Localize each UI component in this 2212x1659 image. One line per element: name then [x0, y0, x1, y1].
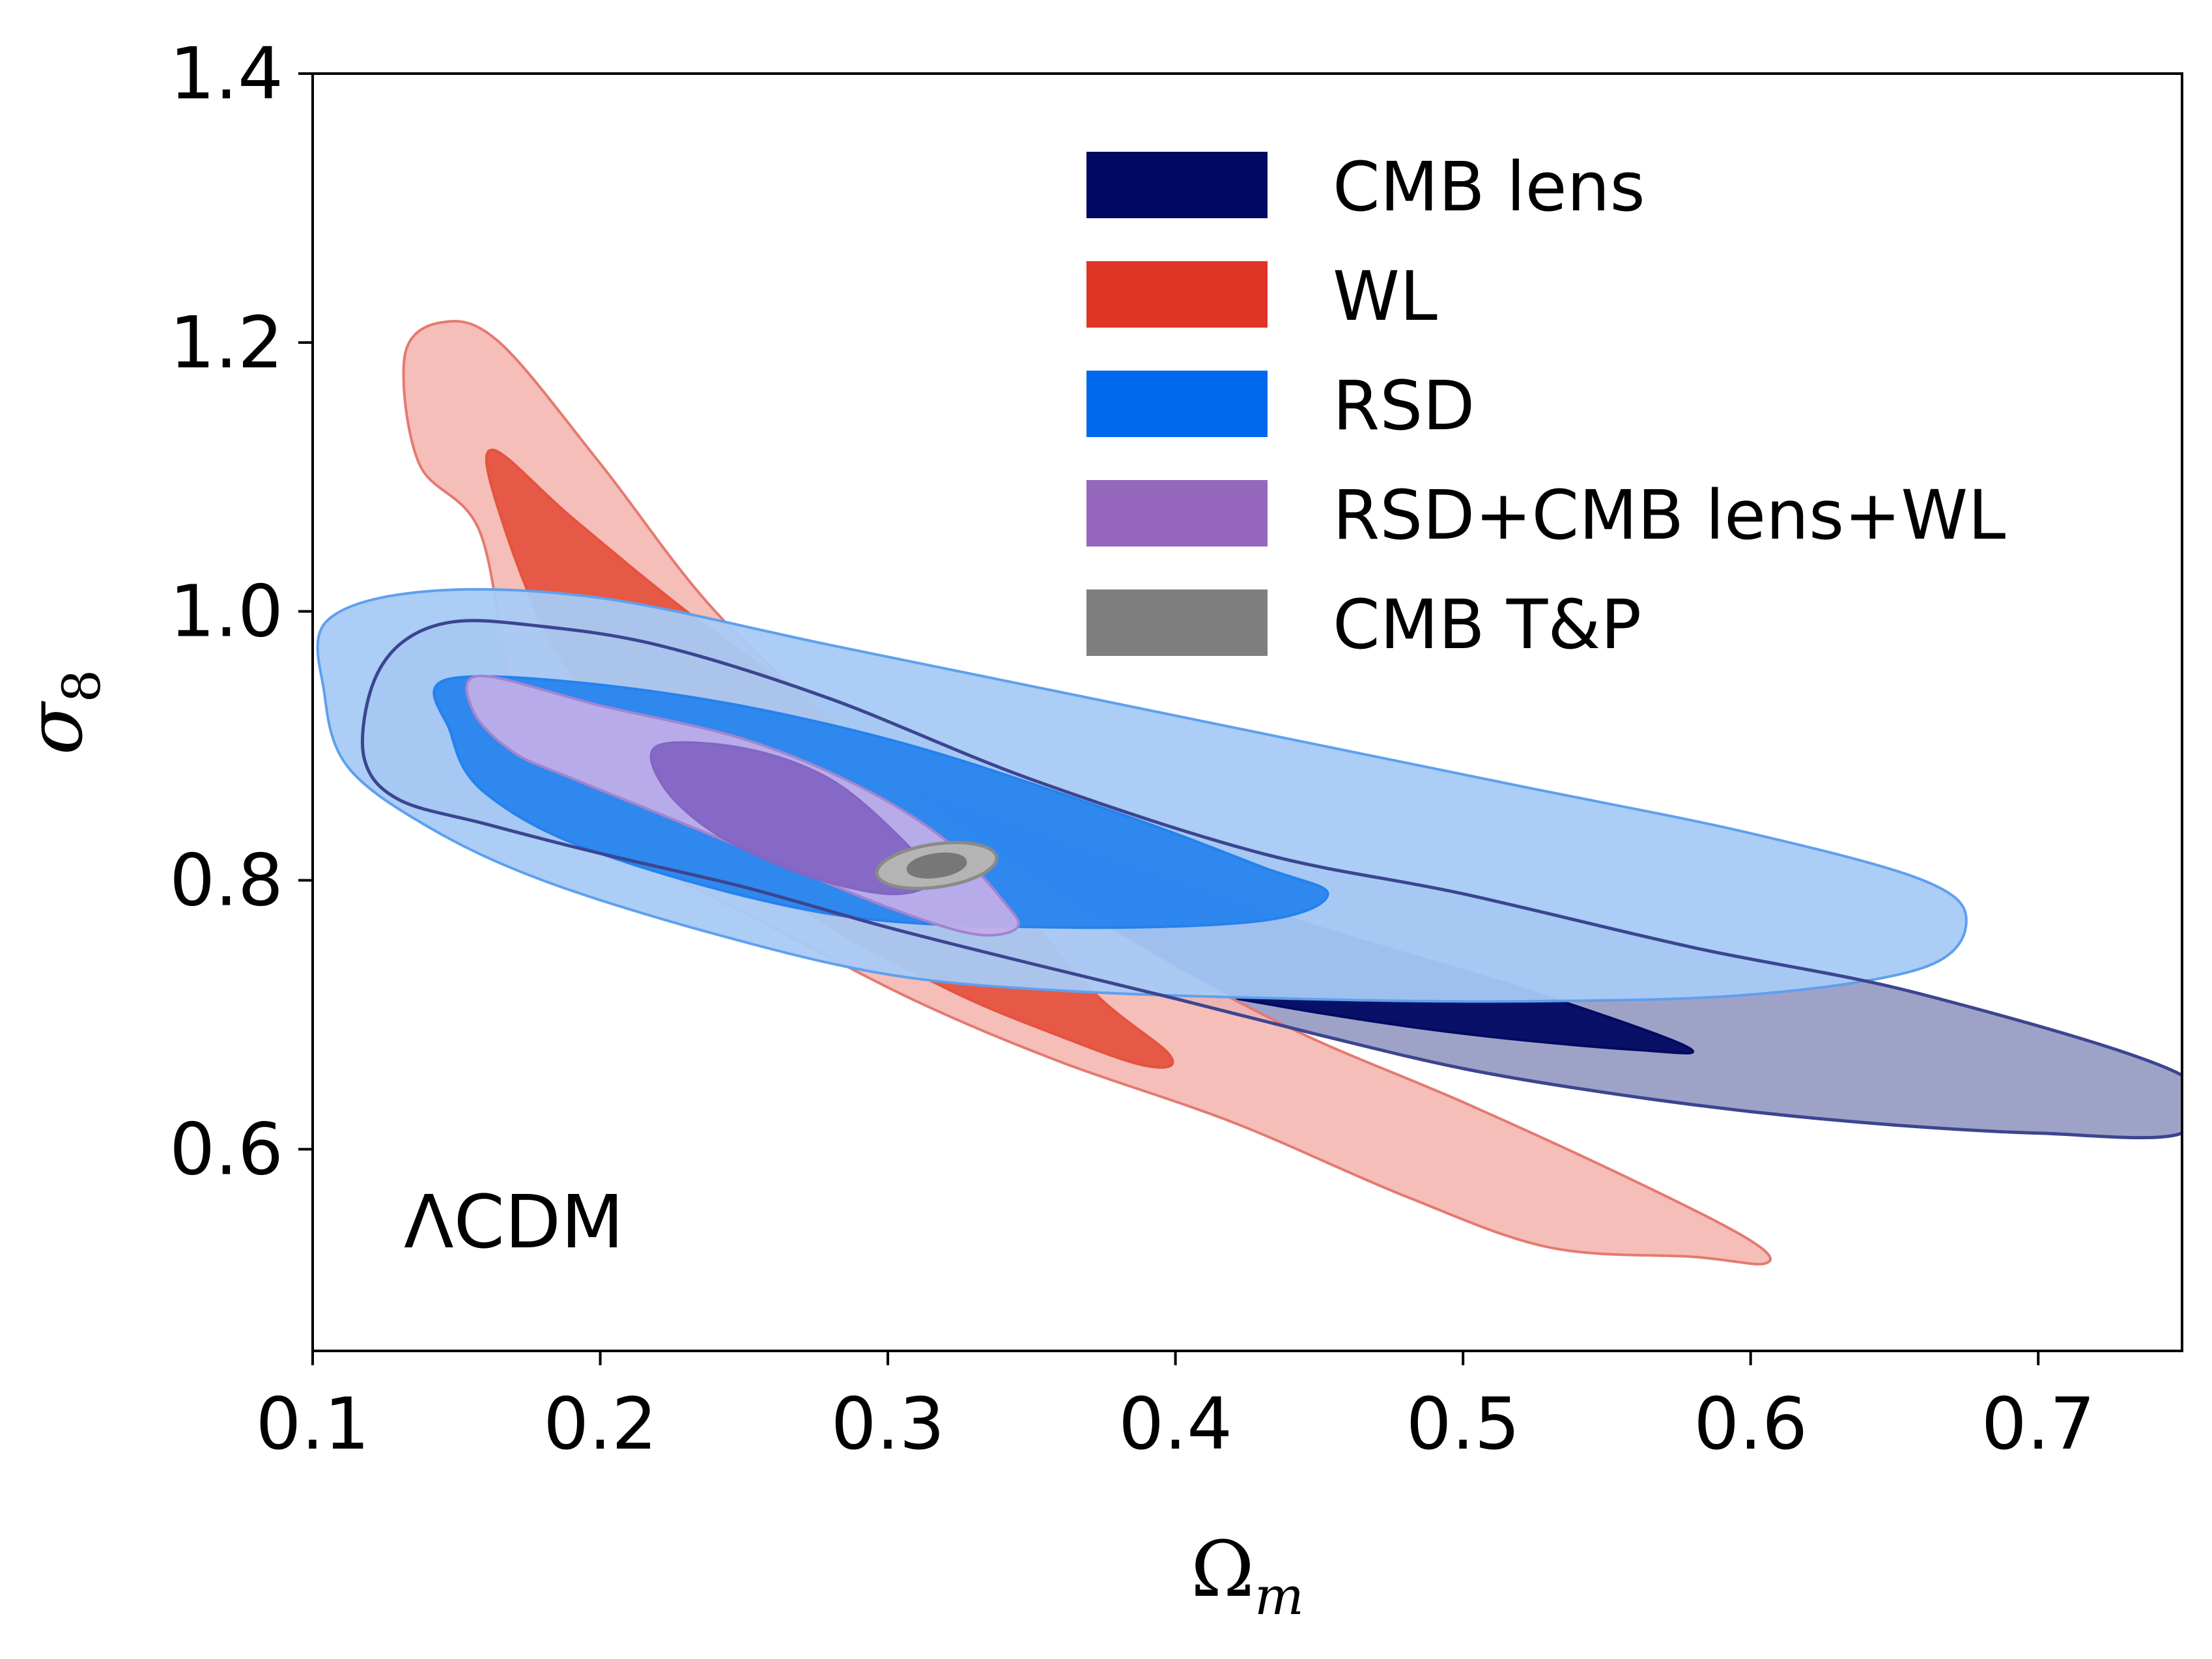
y-tick-label: 1.0: [169, 570, 283, 653]
x-tick-label: 0.6: [1694, 1382, 1808, 1466]
legend-swatch-cmb-lens: [1086, 152, 1268, 218]
x-axis-label: Ωm: [1191, 1524, 1304, 1626]
model-annotation: ΛCDM: [404, 1180, 624, 1265]
axes: [311, 72, 2183, 1352]
y-tick-label: 0.8: [169, 839, 283, 922]
legend-swatch-wl: [1086, 261, 1268, 328]
x-tick-label: 0.5: [1406, 1382, 1520, 1466]
cmb-lens-2sigma-outline: [360, 619, 2182, 1140]
y-tick-label: 1.4: [169, 32, 283, 115]
legend-label-cmb-t-p: CMB T&P: [1333, 585, 1641, 664]
y-tick-label: 0.6: [169, 1107, 283, 1191]
legend-label-cmb-lens: CMB lens: [1333, 147, 1645, 227]
legend-swatch-cmb-t-p: [1086, 589, 1268, 656]
x-tick-label: 0.7: [1981, 1382, 2095, 1466]
legend-label-wl: WL: [1333, 257, 1438, 336]
legend-label-rsd: RSD: [1333, 366, 1475, 446]
y-axis-label: σ8: [10, 670, 112, 755]
rsd-2sigma-contour: [316, 588, 1968, 1003]
x-tick-label: 0.1: [256, 1382, 370, 1466]
cmb-t-p-1sigma-contour: [906, 852, 967, 879]
y-tick-label: 1.2: [169, 301, 283, 384]
x-tick-label: 0.4: [1118, 1382, 1232, 1466]
x-tick-label: 0.2: [543, 1382, 657, 1466]
x-tick-label: 0.3: [831, 1382, 945, 1466]
legend-swatch-rsd: [1086, 371, 1268, 437]
contour-layer: [316, 320, 2182, 1266]
plot-frame: [311, 72, 2183, 1352]
legend-label-rsd-cmb-lens-wl: RSD+CMB lens+WL: [1333, 475, 2006, 555]
legend-swatch-rsd-cmb-lens-wl: [1086, 480, 1268, 546]
legend: CMB lens WL RSD RSD+CMB lens+WL CMB T&P: [1086, 147, 2006, 664]
ticks: 0.1 0.2 0.3 0.4 0.5 0.6 0.7 0.6 0.8 1.0 1.2 1.4: [169, 32, 2095, 1466]
